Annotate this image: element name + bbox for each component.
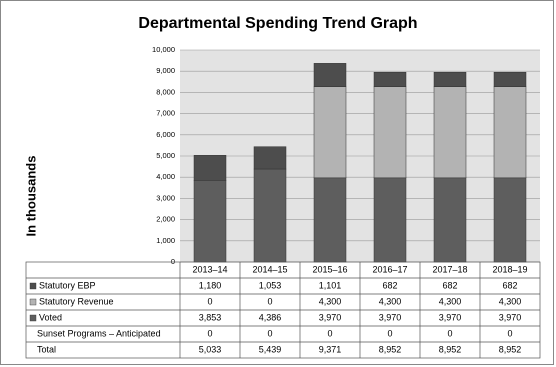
legend-label: Statutory EBP [39, 280, 96, 290]
y-axis-label: In thousands [23, 156, 38, 237]
table-cell: 0 [387, 328, 392, 338]
table-cell: 1,101 [319, 280, 342, 290]
bar-segment [313, 86, 347, 179]
table-cell: 0 [267, 296, 272, 306]
table-cell: 682 [382, 280, 397, 290]
table-cell: 0 [507, 328, 512, 338]
table-cell: 3,970 [439, 312, 462, 322]
legend-label: Voted [39, 312, 62, 322]
bar-segment [313, 63, 347, 87]
table-cell: 3,970 [499, 312, 522, 322]
bar-segment [433, 71, 467, 87]
y-tick-label: 6,000 [156, 130, 175, 139]
bar-segment [493, 177, 527, 263]
total-cell: 8,952 [379, 344, 402, 354]
table-cell: 1,053 [259, 280, 282, 290]
legend-swatch [29, 298, 37, 306]
total-cell: 8,952 [439, 344, 462, 354]
y-tick-label: 4,000 [156, 172, 175, 181]
table-cell: 4,300 [499, 296, 522, 306]
legend-swatch [29, 282, 37, 290]
bar-segment [253, 146, 287, 170]
bar-segment [493, 86, 527, 179]
table-cell: 0 [267, 328, 272, 338]
total-cell: 9,371 [319, 344, 342, 354]
chart-title: Departmental Spending Trend Graph [138, 15, 417, 32]
y-tick-label: 0 [171, 257, 175, 266]
y-tick-label: 1,000 [156, 236, 175, 245]
x-tick-label: 2017–18 [432, 264, 467, 274]
bar-segment [253, 168, 287, 263]
x-tick-label: 2016–17 [372, 264, 407, 274]
x-tick-label: 2018–19 [492, 264, 527, 274]
table-cell: 682 [442, 280, 457, 290]
table-cell: 682 [502, 280, 517, 290]
y-tick-label: 9,000 [156, 66, 175, 75]
table-cell: 4,300 [379, 296, 402, 306]
table-cell: 4,386 [259, 312, 282, 322]
y-tick-label: 2,000 [156, 215, 175, 224]
y-tick-label: 8,000 [156, 87, 175, 96]
total-cell: 5,033 [199, 344, 222, 354]
table-cell: 0 [447, 328, 452, 338]
bar-segment [193, 180, 227, 263]
legend-swatch [29, 314, 37, 322]
bar-segment [373, 86, 407, 179]
y-tick-label: 3,000 [156, 193, 175, 202]
legend-label: Sunset Programs – Anticipated [37, 328, 161, 338]
total-cell: 8,952 [499, 344, 522, 354]
table-cell: 3,970 [379, 312, 402, 322]
x-tick-label: 2013–14 [192, 264, 227, 274]
table-cell: 4,300 [439, 296, 462, 306]
table-cell: 4,300 [319, 296, 342, 306]
total-cell: 5,439 [259, 344, 282, 354]
total-label: Total [37, 344, 56, 354]
table-cell: 0 [207, 328, 212, 338]
y-tick-label: 7,000 [156, 109, 175, 118]
bar-segment [433, 86, 467, 179]
table-cell: 0 [327, 328, 332, 338]
x-tick-label: 2014–15 [252, 264, 287, 274]
x-tick-label: 2015–16 [312, 264, 347, 274]
legend-label: Statutory Revenue [39, 296, 114, 306]
y-tick-label: 10,000 [152, 45, 175, 54]
bar-segment [373, 71, 407, 87]
bar-segment [313, 177, 347, 263]
y-tick-label: 5,000 [156, 151, 175, 160]
bar-segment [433, 177, 467, 263]
table-cell: 1,180 [199, 280, 222, 290]
table-cell: 3,970 [319, 312, 342, 322]
table-cell: 0 [207, 296, 212, 306]
bar-segment [193, 155, 227, 181]
table-cell: 3,853 [199, 312, 222, 322]
bar-segment [493, 71, 527, 87]
bar-segment [373, 177, 407, 263]
